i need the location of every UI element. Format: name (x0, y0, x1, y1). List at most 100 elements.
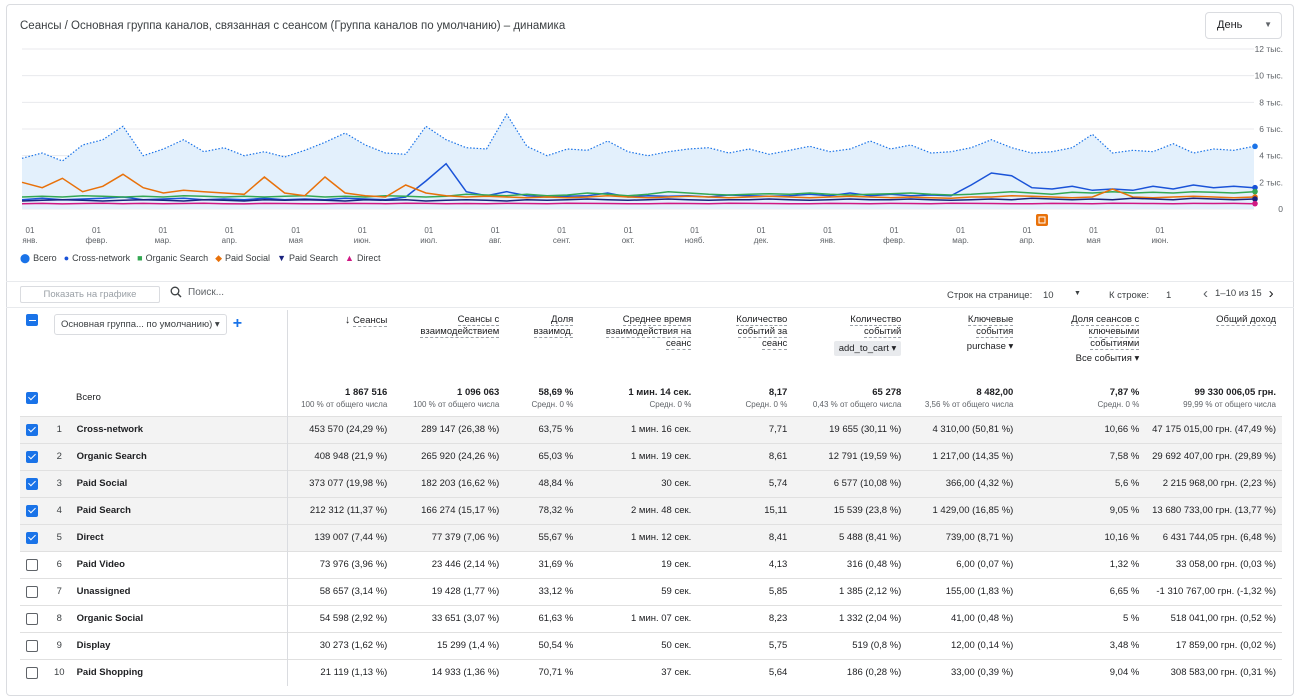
search-field[interactable]: Поиск... (170, 286, 224, 298)
metric-cell: 12 791 (19,59 %) (793, 442, 908, 470)
row-checkbox[interactable] (26, 666, 38, 679)
table-row[interactable]: 6 Paid Video 73 976 (3,96 %) 23 446 (2,14 %… (20, 550, 1282, 578)
select-all-checkbox[interactable] (26, 314, 38, 326)
channel-name[interactable]: Paid Shopping (70, 658, 288, 686)
metric-cell: 61,63 % (505, 604, 580, 632)
column-header-engagement-rate[interactable]: Доля взаимод. (505, 310, 579, 380)
rows-per-page-select[interactable]: 10 (1043, 290, 1054, 301)
legend-item[interactable]: ◆ Paid Social (215, 253, 270, 263)
show-on-chart-button[interactable]: Показать на графике (20, 286, 160, 303)
total-value: 7,87 % (1109, 386, 1140, 398)
metric-cell: 139 007 (7,44 %) (287, 523, 394, 551)
period-select[interactable]: День ▼ (1205, 12, 1282, 39)
metric-cell: 50 сек. (579, 631, 698, 659)
metric-cell: 5 % (1019, 604, 1146, 632)
legend-marker-icon: ● (63, 252, 70, 263)
y-tick-label: 0 (1278, 204, 1283, 214)
x-tick-month: июл. (420, 236, 437, 245)
table-row[interactable]: 3 Paid Social 373 077 (19,98 %) 182 203 (16… (20, 469, 1282, 497)
column-header-total-revenue[interactable]: Общий доход (1145, 310, 1282, 380)
legend-item[interactable]: ■ Organic Search (137, 253, 208, 263)
channel-name[interactable]: Unassigned (70, 577, 288, 605)
column-header-key-events[interactable]: Ключевые события purchase ▾ (907, 310, 1019, 380)
row-checkbox[interactable] (26, 612, 38, 625)
row-checkbox[interactable] (26, 450, 38, 463)
channel-name[interactable]: Organic Search (70, 442, 288, 470)
row-checkbox[interactable] (26, 477, 38, 490)
row-checkbox[interactable] (26, 423, 38, 436)
legend-label: Paid Search (288, 253, 339, 263)
key-event-dropdown[interactable]: purchase ▾ (966, 341, 1014, 352)
column-header-events-per-session[interactable]: Количество событий за сеанс (697, 310, 793, 380)
channel-name[interactable]: Paid Search (70, 496, 288, 524)
x-tick-month: мая (289, 236, 303, 245)
table-header-row: Основная группа... по умолчанию) ▾ + ↓ Се… (20, 310, 1282, 380)
channel-name[interactable]: Paid Social (70, 469, 288, 497)
table-row[interactable]: 4 Paid Search 212 312 (11,37 %) 166 274 (15… (20, 496, 1282, 524)
metric-cell: 17 859,00 грн. (0,02 %) (1145, 631, 1282, 659)
column-header-sessions[interactable]: ↓ Сеансы (287, 310, 393, 380)
channel-name[interactable]: Display (70, 631, 288, 659)
row-checkbox[interactable] (26, 585, 38, 598)
channel-name[interactable]: Direct (70, 523, 288, 551)
y-tick-label: 8 тыс. (1259, 97, 1283, 107)
legend-item[interactable]: ⬤ Всего (20, 253, 57, 263)
column-label: взаимод. (533, 326, 574, 338)
x-tick-month: окт. (622, 236, 635, 245)
add-dimension-icon[interactable]: + (232, 315, 243, 333)
row-checkbox[interactable] (26, 639, 38, 652)
legend-item[interactable]: ● Cross-network (64, 253, 130, 263)
channel-name[interactable]: Paid Video (70, 550, 288, 578)
goto-row-input[interactable]: 1 (1166, 290, 1172, 301)
channel-name[interactable]: Cross-network (70, 415, 288, 443)
chart-title: Сеансы / Основная группа каналов, связан… (20, 20, 566, 32)
dimension-select[interactable]: Основная группа... по умолчанию) ▾ (54, 314, 227, 335)
row-checkbox[interactable] (26, 531, 38, 544)
all-events-dropdown[interactable]: Все события ▾ (1075, 353, 1140, 364)
table-row[interactable]: 8 Organic Social 54 598 (2,92 %) 33 651 (3,… (20, 604, 1282, 632)
legend-item[interactable]: ▼ Paid Search (277, 253, 338, 263)
row-checkbox[interactable] (26, 504, 38, 517)
column-header-session-key-event-rate[interactable]: Доля сеансов с ключевыми событиями Все с… (1019, 310, 1145, 380)
column-label: Сеансы с (457, 314, 500, 326)
event-filter-dropdown[interactable]: add_to_cart ▾ (833, 341, 902, 356)
table-row[interactable]: 10 Paid Shopping 21 119 (1,13 %) 14 933 (1,… (20, 658, 1282, 686)
x-tick-day: 01 (225, 226, 234, 235)
metric-cell: 155,00 (1,83 %) (907, 577, 1020, 605)
column-header-avg-engagement-time[interactable]: Среднее время взаимодействия на сеанс (579, 310, 697, 380)
sessions-line-chart[interactable]: 0 2 тыс. 4 тыс. 6 тыс. 8 тыс. 10 тыс. 12 тыс. 0… (0, 40, 1300, 262)
metric-cell: 1 385 (2,12 %) (793, 577, 908, 605)
pagination: ‹ 1–10 из 15 › (1203, 286, 1274, 301)
total-cell: 8 482,00 3,56 % от общего числа (907, 380, 1019, 416)
chevron-down-icon[interactable]: ▼ (1074, 290, 1081, 297)
next-page-icon[interactable]: › (1268, 285, 1274, 302)
channel-name[interactable]: Organic Social (70, 604, 288, 632)
table-row[interactable]: 1 Cross-network 453 570 (24,29 %) 289 147 (… (20, 415, 1282, 443)
table-row[interactable]: 9 Display 30 273 (1,62 %) 15 299 (1,4 %) 50,… (20, 631, 1282, 659)
row-index: 8 (48, 604, 71, 632)
metric-cell: 518 041,00 грн. (0,52 %) (1145, 604, 1282, 632)
metric-cell: 1 217,00 (14,35 %) (907, 442, 1020, 470)
legend-item[interactable]: ▲ Direct (345, 253, 380, 263)
total-cell: 1 096 063 100 % от общего числа (393, 380, 505, 416)
x-tick-month: февр. (85, 236, 107, 245)
metric-cell: 739,00 (8,71 %) (907, 523, 1020, 551)
series-end-marker (1252, 200, 1258, 207)
series-end-marker (1252, 188, 1258, 195)
metric-cell: 6,00 (0,07 %) (907, 550, 1020, 578)
table-row[interactable]: 5 Direct 139 007 (7,44 %) 77 379 (7,06 %) 55… (20, 523, 1282, 551)
row-index: 4 (48, 496, 71, 524)
metric-cell: 77 379 (7,06 %) (393, 523, 506, 551)
prev-page-icon[interactable]: ‹ (1203, 285, 1208, 302)
column-header-event-count[interactable]: Количество событий add_to_cart ▾ (793, 310, 907, 380)
totals-checkbox[interactable] (26, 391, 38, 404)
column-header-engaged-sessions[interactable]: Сеансы с взаимодействием (393, 310, 505, 380)
metric-cell: 15 539 (23,8 %) (793, 496, 908, 524)
table-row[interactable]: 2 Organic Search 408 948 (21,9 %) 265 920 (… (20, 442, 1282, 470)
search-input[interactable]: Поиск... (188, 286, 225, 298)
metric-cell: 70,71 % (505, 658, 580, 686)
table-row[interactable]: 7 Unassigned 58 657 (3,14 %) 19 428 (1,77 %… (20, 577, 1282, 605)
row-checkbox[interactable] (26, 558, 38, 571)
total-cell: 1 мин. 14 сек. Средн. 0 % (579, 380, 697, 416)
x-tick-month: авг. (489, 236, 502, 245)
